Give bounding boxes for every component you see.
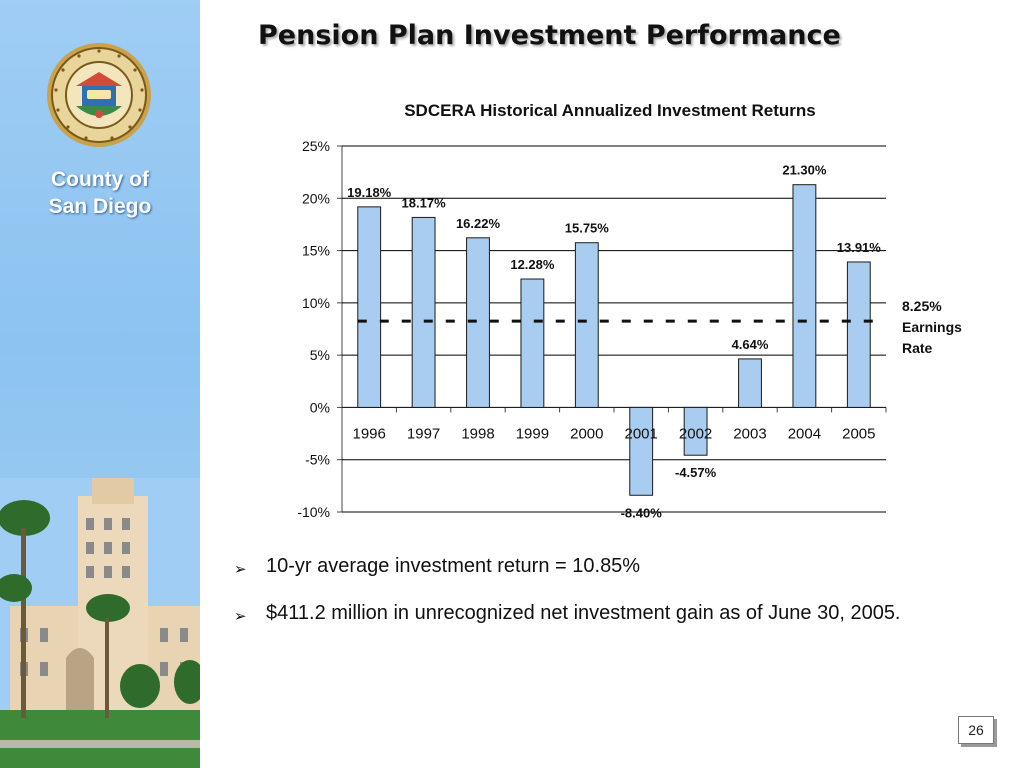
reference-line-label: 8.25% <box>902 298 942 314</box>
y-tick-label: 10% <box>302 295 330 311</box>
data-label: 4.64% <box>732 337 769 352</box>
chart-title: SDCERA Historical Annualized Investment … <box>404 101 816 120</box>
county-label-line-2: San Diego <box>48 195 152 218</box>
data-label: 12.28% <box>510 257 555 272</box>
x-axis-labels: 1996 1997 1998 1999 2000 2001 2002 2003 2004 2005 <box>353 425 876 442</box>
earnings-rate-line: 8.25% Earnings Rate <box>357 298 962 356</box>
data-label: 21.30% <box>782 163 827 178</box>
y-axis-ticks: 25% 20% 15% 10% 5% 0% -5% -10% <box>297 138 887 520</box>
data-labels: 19.18% 18.17% 16.22% 12.28% 15.75% -8.40% -4.5… <box>347 163 881 521</box>
x-tick-label: 1998 <box>461 425 494 442</box>
bar-2000 <box>574 242 599 408</box>
y-tick-label: 15% <box>302 243 330 259</box>
arrow-bullet-icon: ➢ <box>234 561 247 578</box>
reference-line-label: Earnings <box>902 319 962 335</box>
data-label: 19.18% <box>347 185 392 200</box>
bar-1997 <box>411 216 436 408</box>
bar-1996 <box>357 206 382 408</box>
sidebar: County of San Diego <box>0 0 200 768</box>
bar-2003 <box>738 358 762 408</box>
bullet-item: ➢ $411.2 million in unrecognized net inv… <box>232 599 901 646</box>
county-label-line-1: County of <box>51 168 149 191</box>
x-tick-label: 1996 <box>353 425 386 442</box>
x-tick-label: 1999 <box>516 425 549 442</box>
x-tick-label: 2001 <box>625 425 658 442</box>
page-number: 26 <box>958 716 994 744</box>
y-tick-label: -10% <box>297 504 330 520</box>
x-tick-label: 1997 <box>407 425 440 442</box>
data-label: 18.17% <box>402 195 447 210</box>
x-tick-label: 2000 <box>570 425 603 442</box>
returns-chart: SDCERA Historical Annualized Investment … <box>297 101 962 521</box>
bar-2002 <box>683 406 708 456</box>
x-tick-label: 2002 <box>679 425 712 442</box>
x-tick-label: 2005 <box>842 425 875 442</box>
bullet-item: ➢ 10-yr average investment return = 10.8… <box>232 552 901 599</box>
bullet-text: $411.2 million in unrecognized net inves… <box>266 602 901 624</box>
bar-2001 <box>629 406 654 496</box>
y-tick-label: 25% <box>302 138 330 154</box>
data-label: 15.75% <box>565 221 610 236</box>
y-tick-label: 20% <box>302 190 330 206</box>
bullet-text: 10-yr average investment return = 10.85% <box>266 555 641 577</box>
x-tick-label: 2004 <box>788 425 821 442</box>
bar-2005 <box>846 261 871 408</box>
y-tick-label: -5% <box>305 452 330 468</box>
data-label: -8.40% <box>621 505 663 520</box>
reference-line-label: Rate <box>902 340 933 356</box>
county-label: County of San Diego <box>0 166 200 220</box>
x-tick-label: 2003 <box>733 425 766 442</box>
slide-title: Pension Plan Investment Performance <box>258 20 841 51</box>
y-tick-label: 5% <box>310 347 330 363</box>
bar-1998 <box>466 237 490 408</box>
data-label: 16.22% <box>456 216 501 231</box>
y-tick-label: 0% <box>310 399 330 415</box>
arrow-bullet-icon: ➢ <box>234 608 247 625</box>
bar-2004 <box>792 184 817 408</box>
data-label: 13.91% <box>837 240 882 255</box>
county-building-image <box>0 478 200 768</box>
data-label: -4.57% <box>675 465 717 480</box>
bar-1999 <box>520 278 545 408</box>
bars <box>357 184 871 496</box>
bullet-list: ➢ 10-yr average investment return = 10.8… <box>232 552 901 646</box>
county-seal-icon <box>47 43 151 147</box>
